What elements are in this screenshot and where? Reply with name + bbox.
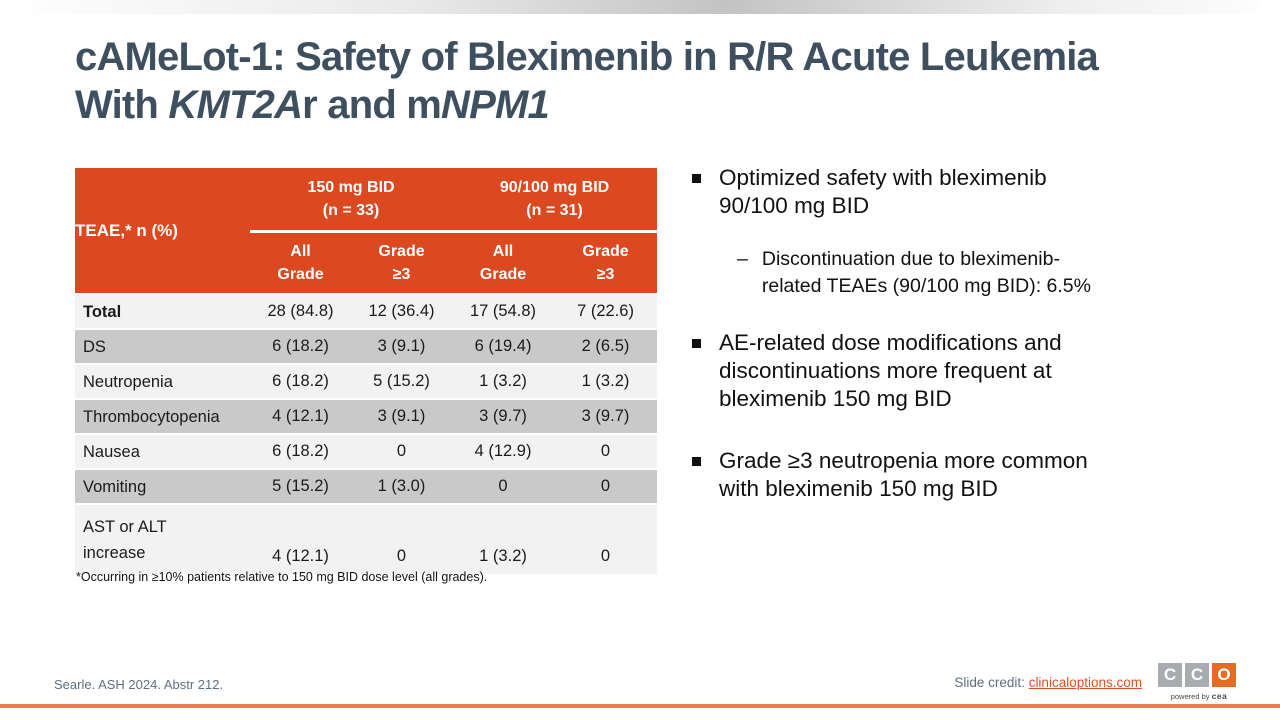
table-row-ds: DS 6 (18.2) 3 (9.1) 6 (19.4) 2 (6.5) [75,328,658,364]
table-row-nausea: Nausea 6 (18.2) 0 4 (12.9) 0 [75,433,658,469]
cell-value: 3 (9.7) [554,398,658,434]
table-row-ast-alt-increase: AST or ALT increase 4 (12.1) 0 1 (3.2) 0 [75,503,658,574]
bullet-square-icon [692,457,701,466]
cco-logo-tagline: powered by cea [1170,691,1228,701]
cell-value: 3 (9.1) [351,328,453,364]
cell-value: 1 (3.0) [351,468,453,504]
title-line-1: cAMeLot-1: Safety of Bleximenib in R/R A… [75,35,1099,79]
table-subheader-row: All Grade Grade ≥3 All Grade Grade ≥3 [75,231,658,294]
row-label: Vomiting [75,468,250,504]
slide-credit-label: Slide credit: [954,675,1029,690]
row-label: Nausea [75,433,250,469]
row-label: Neutropenia [75,363,250,399]
cell-value: 6 (19.4) [452,328,555,364]
cell-value: 0 [452,468,555,504]
cell-value: 3 (9.1) [351,398,453,434]
bottom-accent-bar [0,704,1280,708]
cell-value: 4 (12.9) [452,433,555,469]
table-row-vomiting: Vomiting 5 (15.2) 1 (3.0) 0 0 [75,468,658,504]
row-label: Thrombocytopenia [75,398,250,434]
cco-logo-letter-c1: C [1158,663,1182,687]
cco-logo-letter-c2: C [1185,663,1209,687]
cell-value: 1 (3.2) [452,363,555,399]
cell-value: 0 [351,503,453,574]
sub-bullet-item-1: – Discontinuation due to bleximenib- rel… [737,246,1245,300]
cell-value: 6 (18.2) [250,433,351,469]
cell-value: 0 [554,433,658,469]
row-label: Total [75,293,250,329]
table-corner-header: TEAE,* n (%) [75,168,250,294]
bullet-item-2: AE-related dose modifications and discon… [690,329,1245,413]
reference-citation: Searle. ASH 2024. Abstr 212. [54,677,224,692]
bullet-item-1: Optimized safety with bleximenib 90/100 … [690,164,1245,220]
bullet-square-icon [692,174,701,183]
cco-logo-squares: C C O [1158,663,1240,687]
table-subheader-grade3-1: Grade ≥3 [351,231,453,294]
cco-logo-letter-o: O [1212,663,1236,687]
clinicaloptions-link[interactable]: clinicaloptions.com [1028,675,1142,690]
cell-value: 28 (84.8) [250,293,351,329]
row-label: AST or ALT increase [75,503,250,574]
cell-value: 5 (15.2) [250,468,351,504]
title-line-2: With KMT2Ar and mNPM1 [75,83,550,127]
table-row-thrombocytopenia: Thrombocytopenia 4 (12.1) 3 (9.1) 3 (9.7… [75,398,658,434]
bullet-text: Optimized safety with bleximenib 90/100 … [719,165,1047,218]
table-subheader-all-grade-1: All Grade [250,231,351,294]
cell-value: 7 (22.6) [554,293,658,329]
slide-credit: Slide credit: clinicaloptions.com [954,675,1142,690]
teae-table-container: TEAE,* n (%) 150 mg BID (n = 33) 90/100 … [75,168,658,574]
bullet-text: Grade ≥3 neutropenia more common with bl… [719,448,1088,501]
table-row-total: Total 28 (84.8) 12 (36.4) 17 (54.8) 7 (2… [75,293,658,329]
dash-icon: – [737,248,748,270]
sub-bullet-text: Discontinuation due to bleximenib- relat… [761,248,1091,297]
cell-value: 5 (15.2) [351,363,453,399]
cell-value: 0 [554,503,658,574]
row-label: DS [75,328,250,364]
bullet-item-3: Grade ≥3 neutropenia more common with bl… [690,447,1245,503]
table-footnote: *Occurring in ≥10% patients relative to … [76,570,488,584]
table-subheader-all-grade-2: All Grade [452,231,555,294]
table-row-neutropenia: Neutropenia 6 (18.2) 5 (15.2) 1 (3.2) 1 … [75,363,658,399]
bullet-text: AE-related dose modifications and discon… [719,330,1062,411]
title-gene-kmt2a: KMT2A [168,83,303,127]
page-title: cAMeLot-1: Safety of Bleximenib in R/R A… [75,33,1215,129]
cell-value: 1 (3.2) [452,503,555,574]
cell-value: 0 [554,468,658,504]
cell-value: 4 (12.1) [250,398,351,434]
cell-value: 1 (3.2) [554,363,658,399]
teae-table: TEAE,* n (%) 150 mg BID (n = 33) 90/100 … [75,168,658,574]
table-subheader-grade3-2: Grade ≥3 [554,231,658,294]
cell-value: 17 (54.8) [452,293,555,329]
cell-value: 4 (12.1) [250,503,351,574]
cco-logo: C C O powered by cea [1158,663,1240,701]
bullet-list: Optimized safety with bleximenib 90/100 … [690,164,1245,503]
cell-value: 3 (9.7) [452,398,555,434]
title-gene-npm1: NPM1 [441,83,550,127]
top-gradient-bar [21,0,1258,14]
bullet-square-icon [692,339,701,348]
cell-value: 6 (18.2) [250,328,351,364]
table-group-header-row: TEAE,* n (%) 150 mg BID (n = 33) 90/100 … [75,168,658,294]
cell-value: 0 [351,433,453,469]
table-group-header-90-100mg: 90/100 mg BID (n = 31) [452,168,658,233]
table-group-header-150mg: 150 mg BID (n = 33) [250,168,453,233]
cell-value: 12 (36.4) [351,293,453,329]
cell-value: 2 (6.5) [554,328,658,364]
cell-value: 6 (18.2) [250,363,351,399]
cea-wordmark: cea [1211,691,1228,701]
